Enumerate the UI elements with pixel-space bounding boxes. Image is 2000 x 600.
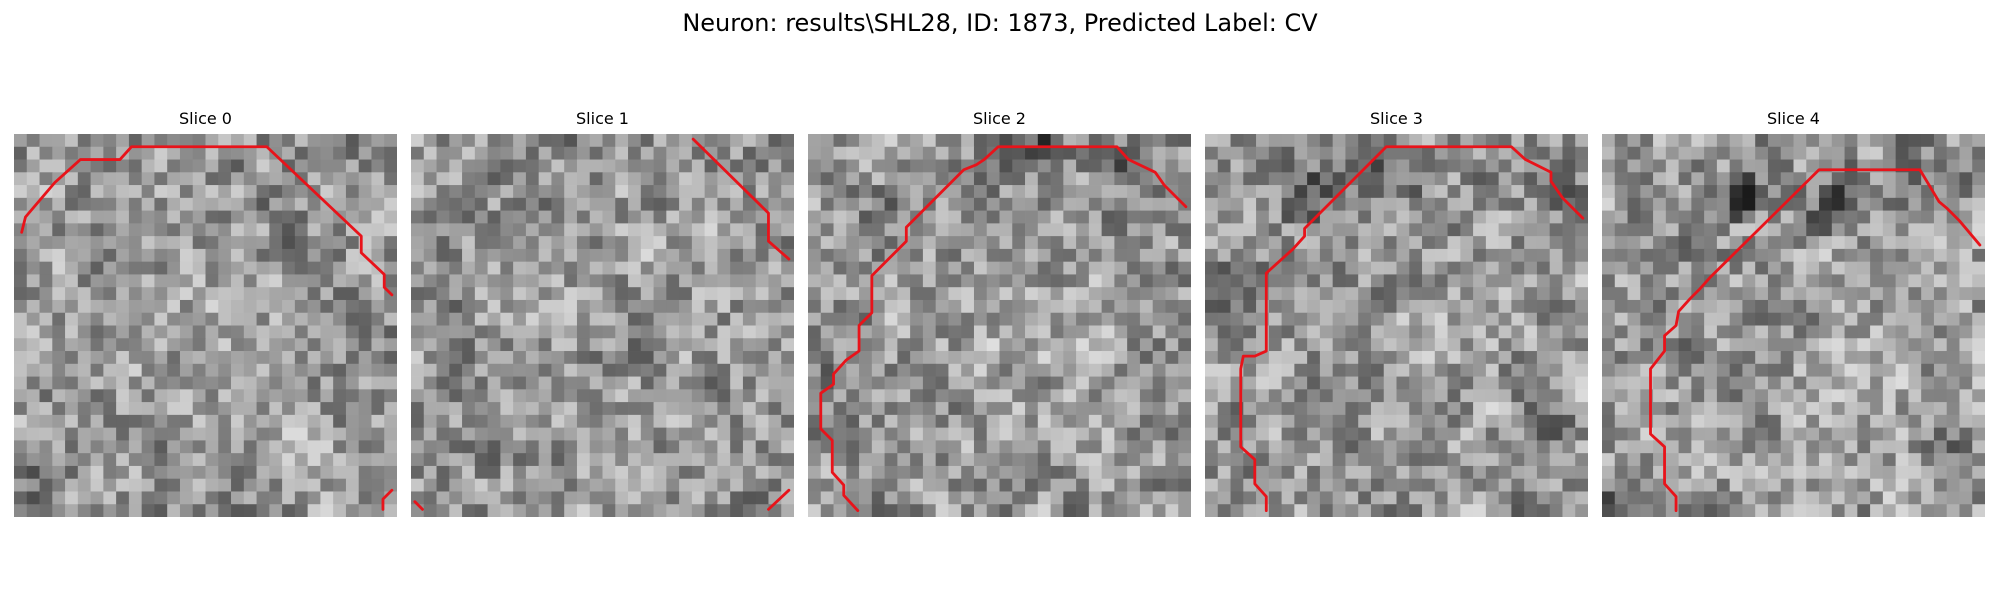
figure-title: Neuron: results\SHL28, ID: 1873, Predict… bbox=[682, 9, 1318, 37]
slice-title-4: Slice 4 bbox=[1767, 109, 1820, 128]
slice-panel-1: Slice 1 bbox=[411, 108, 794, 517]
slice-image-3 bbox=[1205, 134, 1588, 517]
segmentation-contour bbox=[767, 488, 791, 511]
segmentation-contour bbox=[1649, 168, 1982, 513]
segmentation-contour bbox=[691, 137, 791, 261]
segmentation-contour bbox=[413, 500, 424, 511]
slice-panel-4: Slice 4 bbox=[1602, 108, 1985, 517]
segmentation-contour bbox=[381, 488, 394, 511]
slice-panel-3: Slice 3 bbox=[1205, 108, 1588, 517]
segmentation-contour bbox=[20, 145, 394, 297]
slice-image-4 bbox=[1602, 134, 1985, 517]
slice-image-0 bbox=[14, 134, 397, 517]
slice-title-1: Slice 1 bbox=[576, 109, 629, 128]
slice-panel-0: Slice 0 bbox=[14, 108, 397, 517]
segmentation-contour bbox=[1239, 145, 1585, 513]
slice-image-1 bbox=[411, 134, 794, 517]
slice-title-3: Slice 3 bbox=[1370, 109, 1423, 128]
slice-title-2: Slice 2 bbox=[973, 109, 1026, 128]
segmentation-contour bbox=[819, 145, 1188, 513]
slice-title-0: Slice 0 bbox=[179, 109, 232, 128]
slice-panel-2: Slice 2 bbox=[808, 108, 1191, 517]
slice-image-2 bbox=[808, 134, 1191, 517]
